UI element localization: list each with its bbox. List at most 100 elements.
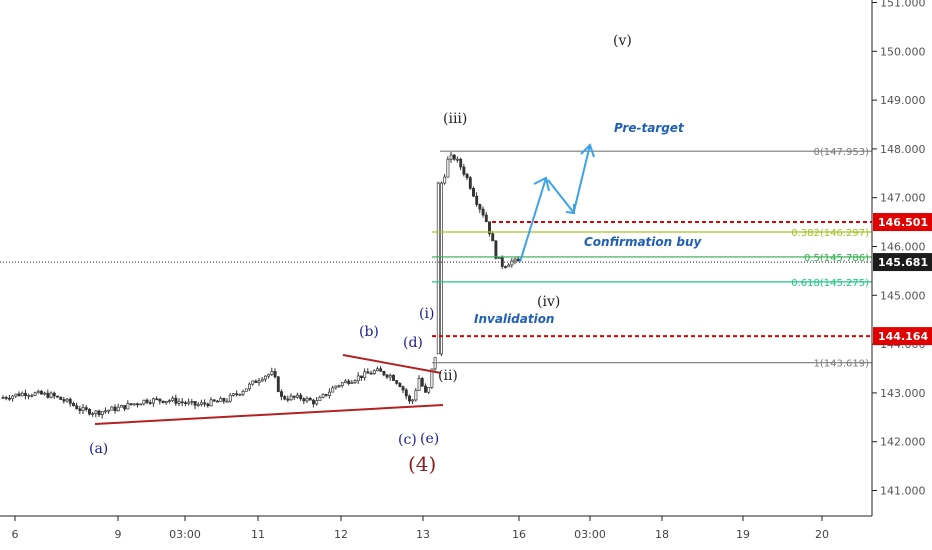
candle-body (145, 399, 149, 403)
candle-body (401, 386, 405, 391)
projection-arrow-1[interactable] (519, 176, 550, 263)
candle-body (270, 371, 274, 375)
triangle-upper-trendline[interactable] (342, 354, 442, 374)
candle-body (264, 375, 267, 380)
candle-body (292, 395, 296, 398)
wave-label-d: (d) (403, 335, 423, 351)
candle-body (241, 390, 245, 395)
candle-body (203, 402, 207, 405)
candle-body (200, 402, 203, 405)
fib-level-label: 0(147.953) (813, 147, 869, 158)
candle-body (46, 392, 50, 398)
candle-body (177, 401, 181, 404)
fib-level-label: 0.382(146.297) (791, 228, 869, 239)
candle-body (286, 398, 290, 401)
candle-body (136, 403, 139, 406)
candle-body (142, 399, 146, 405)
candle-body (484, 214, 488, 223)
candle-body (267, 374, 271, 377)
time-tick-label: 16 (512, 528, 526, 541)
time-tick-label: 11 (251, 528, 265, 541)
fibonacci-retracement: 0(147.953) 0.382(146.297) 0.5(145.786) 0.61… (432, 147, 872, 370)
time-tick-label: 6 (12, 528, 19, 541)
candle-body (228, 394, 232, 402)
price-tag-box (873, 253, 932, 272)
time-tick-label: 03:00 (169, 528, 201, 541)
time-tick-label: 18 (655, 528, 669, 541)
price-tag-label: 144.164 (878, 330, 928, 343)
candle-body (273, 371, 277, 378)
price-tick-label: 141.000 (880, 485, 926, 498)
candle-body (43, 392, 47, 395)
candle-body (49, 392, 53, 398)
candle-body (283, 396, 287, 400)
candle-body (449, 154, 453, 160)
wave-label-b: (b) (359, 324, 379, 340)
candle-body (494, 240, 498, 259)
candle-body (424, 385, 427, 393)
wave-label-4: (4) (408, 452, 436, 476)
candle-body (132, 403, 136, 406)
candle-body (97, 410, 101, 416)
candle-body (516, 258, 520, 262)
candle-body (59, 396, 63, 400)
candle-body (36, 390, 40, 394)
candle-body (78, 408, 82, 411)
candle-body (206, 403, 210, 407)
candle-body (510, 260, 514, 266)
candle-body (33, 392, 37, 396)
candle-body (385, 374, 389, 378)
wave-label-iii: (iii) (443, 111, 467, 127)
wave-label-ii: (ii) (438, 368, 458, 384)
candle-body (164, 401, 168, 404)
candle-body (360, 375, 363, 378)
candle-body (91, 413, 95, 415)
candle-body (193, 401, 197, 406)
candle-body (379, 368, 383, 372)
candle-body (353, 380, 357, 383)
candlestick-series (1, 151, 520, 419)
candle-body (331, 387, 335, 393)
candle-body (148, 402, 152, 404)
triangle-lower-trendline[interactable] (94, 404, 444, 425)
candle-body (488, 221, 491, 235)
candle-body (347, 380, 351, 384)
candle-body (104, 410, 107, 413)
candle-body (251, 380, 255, 385)
candle-body (478, 204, 482, 210)
candle-body (52, 392, 56, 397)
candle-body (468, 177, 472, 189)
candle-body (212, 399, 216, 402)
candle-body (491, 233, 495, 242)
candle-body (8, 397, 11, 400)
candle-body (376, 368, 379, 372)
candle-body (481, 208, 485, 216)
candle-body (430, 368, 434, 388)
candle-body (84, 407, 88, 410)
price-tag-box (873, 327, 932, 346)
candle-body (161, 400, 165, 404)
candle-body (337, 385, 341, 387)
candle-body (94, 410, 98, 414)
candle-body (254, 380, 258, 383)
wave-label-c: (c) (398, 432, 417, 448)
candle-body (187, 401, 191, 404)
projection-arrow-2[interactable] (547, 179, 575, 215)
candle-body (1, 397, 5, 399)
candle-body (344, 380, 347, 384)
candle-body (225, 400, 229, 403)
projection-arrow-3[interactable] (573, 143, 595, 212)
candle-body (139, 403, 143, 406)
wave-label-iv: (iv) (537, 294, 560, 310)
candle-body (4, 397, 8, 399)
candle-body (305, 397, 309, 402)
price-tick-label: 143.000 (880, 387, 926, 400)
candle-body (459, 158, 463, 168)
annotation-confirmation-buy: Confirmation buy (584, 235, 703, 249)
candle-body (398, 383, 402, 388)
price-tag-label: 146.501 (878, 216, 928, 229)
candle-body (356, 375, 360, 381)
candle-body (196, 404, 200, 406)
candle-body (88, 409, 91, 415)
